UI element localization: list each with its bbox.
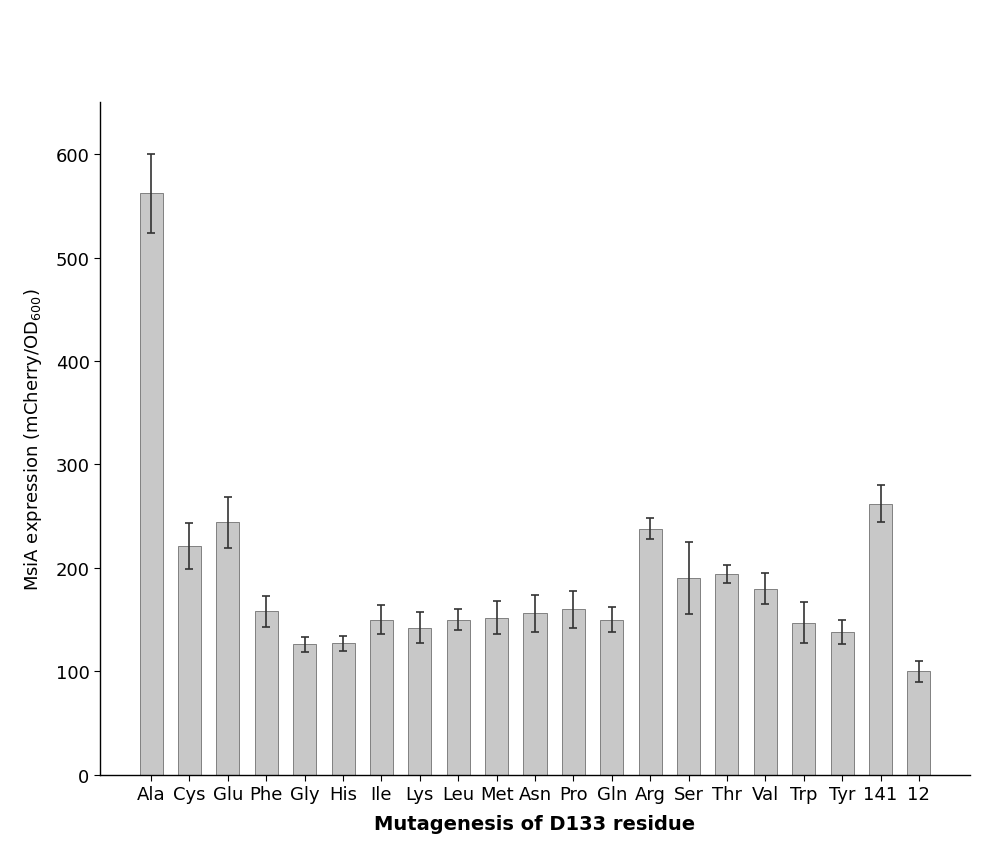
Bar [562,610,585,775]
Bar [523,614,547,775]
Bar [216,523,239,775]
Bar [447,620,470,775]
Bar [255,611,278,775]
Y-axis label: MsiA expression (mCherry/OD$_{600}$): MsiA expression (mCherry/OD$_{600}$) [22,288,44,591]
Bar [178,547,201,775]
Bar [600,620,623,775]
Bar [831,632,854,775]
Bar [754,589,777,775]
Bar [370,620,393,775]
Bar [332,644,355,775]
Bar [869,505,892,775]
Bar [140,195,163,775]
Bar [792,623,815,775]
Bar [485,618,508,775]
X-axis label: Mutagenesis of D133 residue: Mutagenesis of D133 residue [374,815,696,833]
Bar [293,645,316,775]
Bar [639,529,662,775]
Bar [408,629,431,775]
Bar [715,574,738,775]
Bar [677,579,700,775]
Bar [907,672,930,775]
